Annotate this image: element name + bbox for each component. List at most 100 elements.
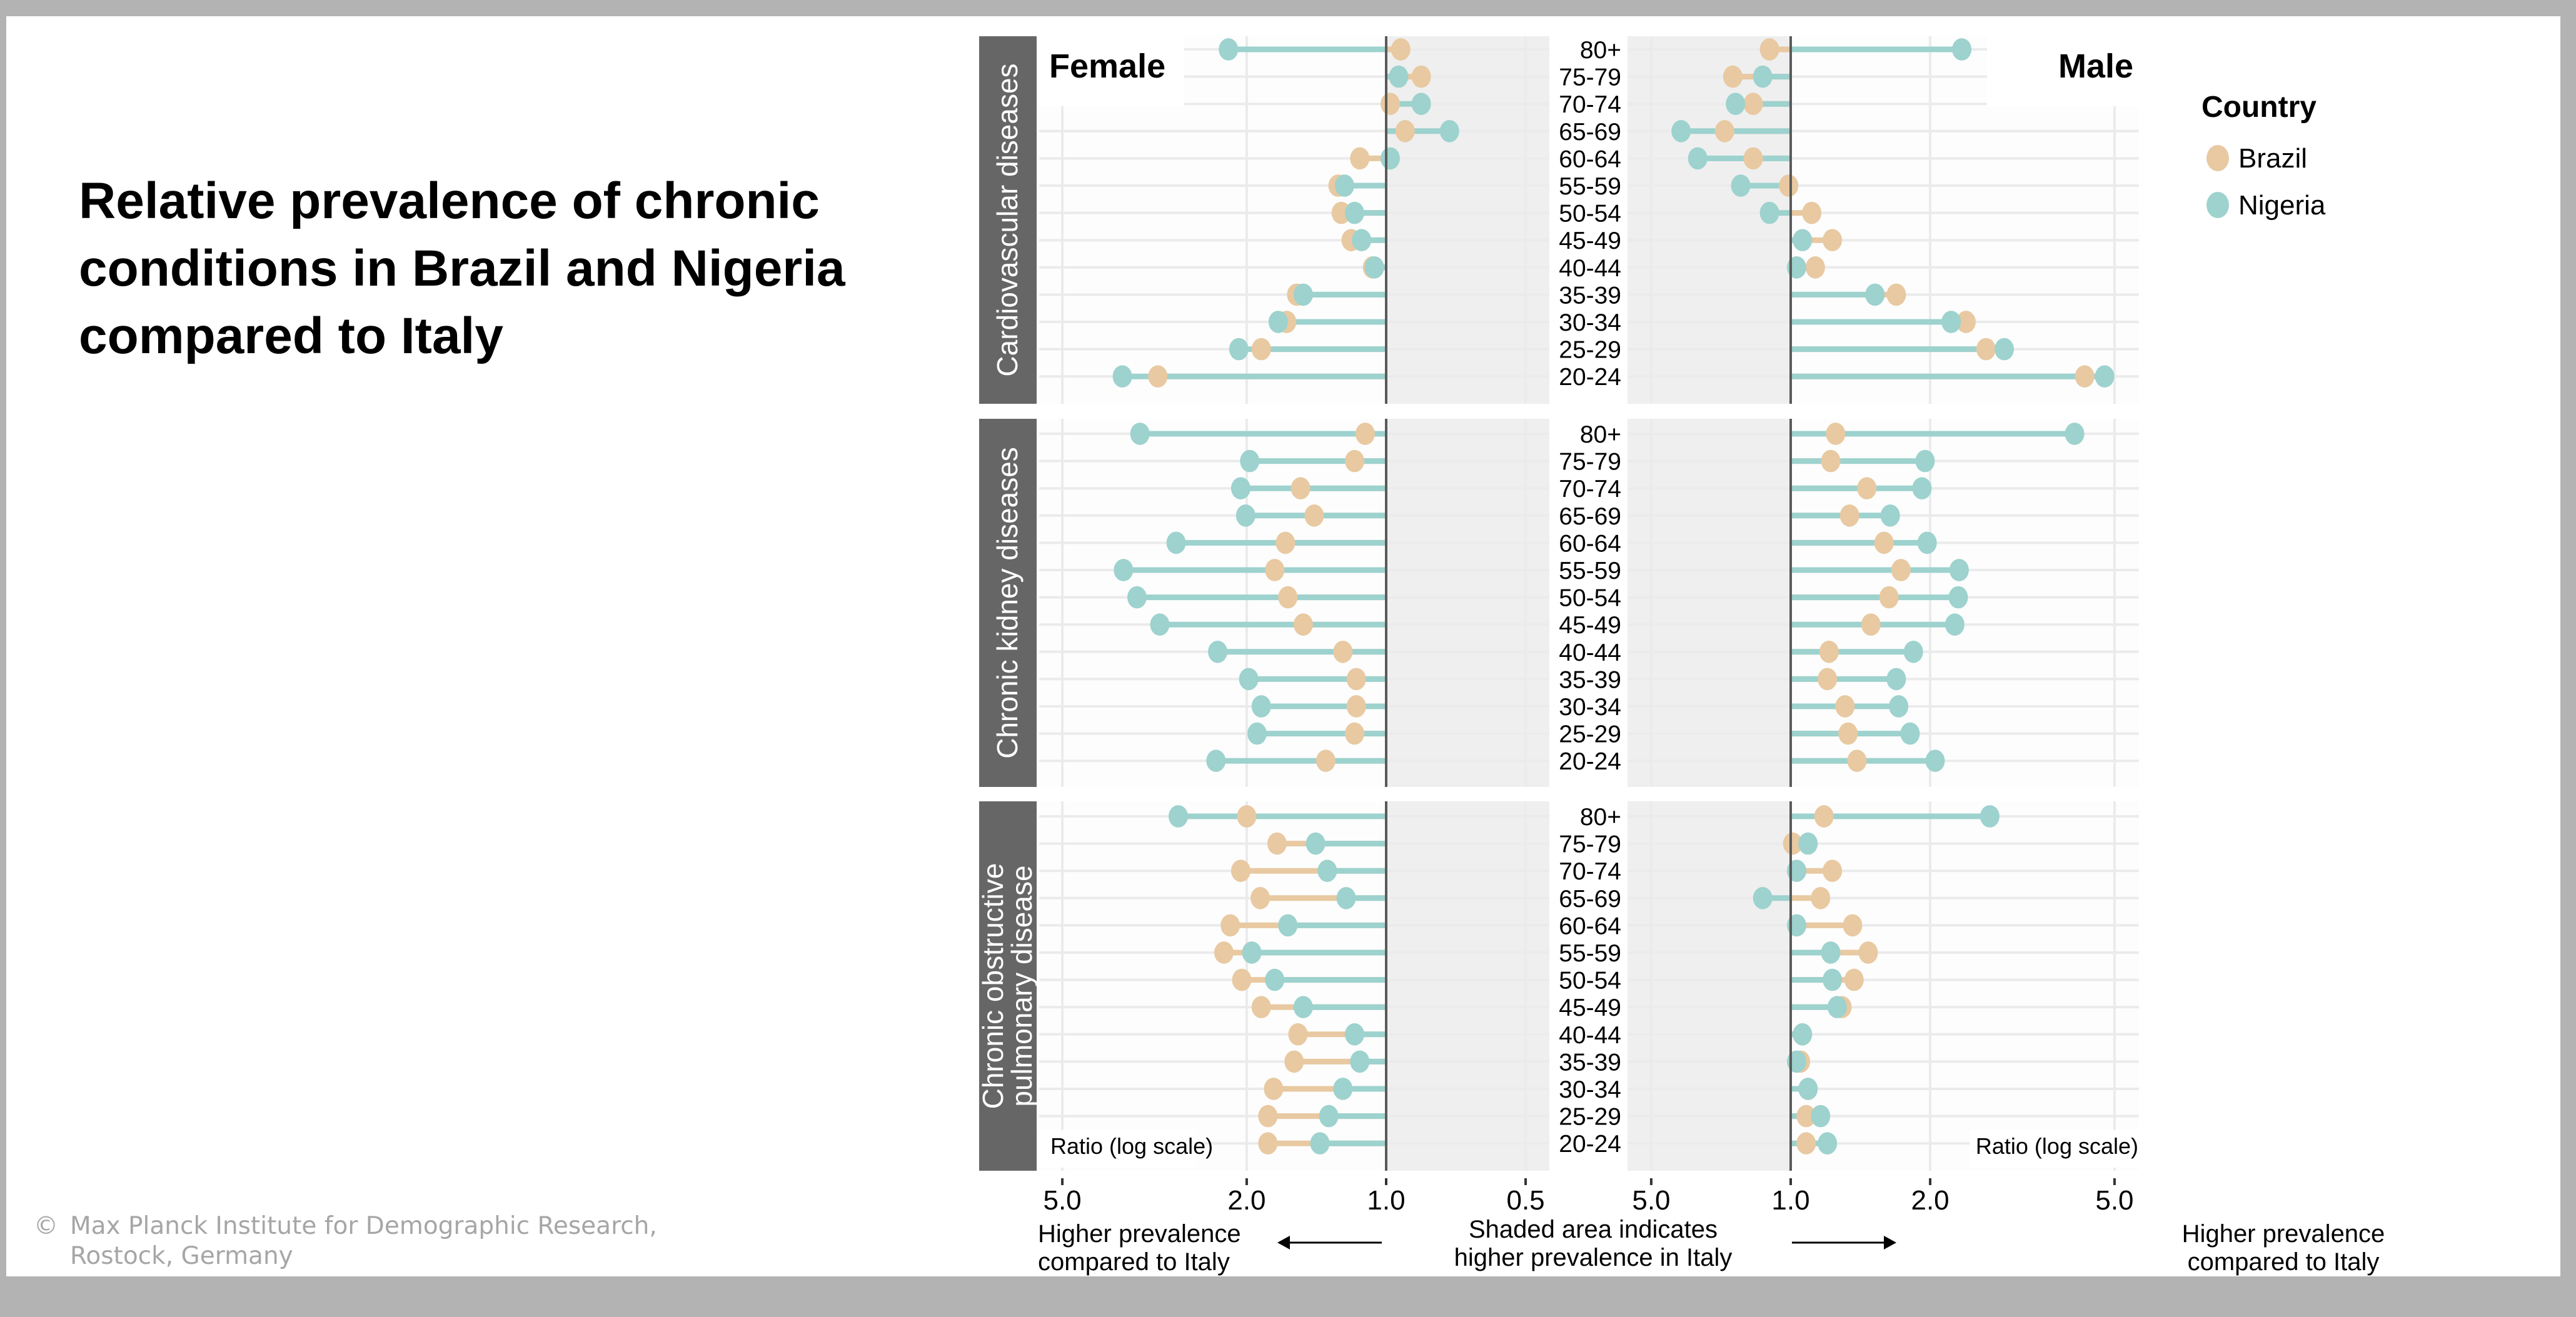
- copyright-credit: © Max Planck Institute for Demographic Re…: [34, 1211, 657, 1271]
- age-group-label: 50-54: [1559, 201, 1621, 228]
- chart-title: Relative prevalence of chronic condition…: [79, 168, 954, 370]
- credit-line: Rostock, Germany: [70, 1242, 293, 1270]
- female-panel-bg: [1039, 419, 1386, 787]
- age-group-label: 35-39: [1559, 666, 1621, 693]
- male-brazil-point: [1743, 93, 1763, 116]
- female-nigeria-point: [1278, 914, 1298, 937]
- female-nigeria-point: [1112, 365, 1132, 388]
- male-brazil-point: [1976, 338, 1996, 361]
- male-nigeria-point: [1726, 93, 1746, 116]
- male-brazil-point: [1819, 640, 1839, 663]
- male-nigeria-point: [1880, 504, 1900, 527]
- male-nigeria-point: [1925, 749, 1945, 773]
- male-brazil-point: [1879, 586, 1899, 609]
- credit-line: Max Planck Institute for Demographic Res…: [70, 1212, 657, 1240]
- male-brazil-point: [1858, 941, 1878, 964]
- male-brazil-point: [2075, 365, 2095, 388]
- age-group-label: 60-64: [1559, 530, 1621, 557]
- male-nigeria-point: [1995, 338, 2015, 361]
- age-group-label: 45-49: [1559, 228, 1621, 254]
- female-nigeria-point: [1127, 586, 1147, 609]
- age-group-label: 30-34: [1559, 694, 1621, 721]
- facet-strip: [979, 36, 1037, 404]
- right-arrowhead-icon: [1884, 1236, 1896, 1249]
- female-nigeria-point: [1306, 832, 1326, 855]
- male-brazil-point: [1857, 477, 1877, 500]
- age-group-label: 55-59: [1559, 558, 1621, 584]
- female-brazil-point: [1293, 613, 1313, 636]
- female-xlabel: Ratio (log scale): [1050, 1133, 1213, 1159]
- female-brazil-point: [1258, 1104, 1278, 1128]
- male-tick-label: 5.0: [2095, 1185, 2133, 1216]
- male-nigeria-point: [1827, 996, 1847, 1019]
- female-brazil-point: [1214, 941, 1234, 964]
- female-brazil-point: [1350, 147, 1370, 170]
- age-group-label: 35-39: [1559, 282, 1621, 309]
- female-nigeria-point: [1206, 749, 1226, 773]
- female-nigeria-point: [1251, 695, 1271, 718]
- age-group-label: 55-59: [1559, 940, 1621, 967]
- female-nigeria-point: [1242, 941, 1262, 964]
- female-brazil-point: [1258, 1132, 1278, 1155]
- age-group-label: 30-34: [1559, 309, 1621, 336]
- female-brazil-point: [1344, 722, 1364, 745]
- center-note: Shaded area indicates: [1469, 1216, 1718, 1243]
- female-brazil-point: [1346, 668, 1366, 691]
- female-brazil-point: [1288, 1023, 1308, 1046]
- facet-strip-label: pulmonary disease: [1005, 865, 1038, 1106]
- female-nigeria-point: [1239, 668, 1259, 691]
- female-brazil-point: [1220, 914, 1240, 937]
- age-group-label: 45-49: [1559, 994, 1621, 1021]
- facet-strip-label: Chronic kidney diseases: [991, 447, 1024, 759]
- female-nigeria-point: [1166, 531, 1186, 554]
- title-line: compared to Italy: [79, 308, 503, 364]
- male-brazil-point: [1805, 256, 1825, 279]
- male-nigeria-point: [1753, 886, 1773, 909]
- female-nigeria-point: [1344, 201, 1364, 224]
- female-nigeria-point: [1334, 174, 1354, 197]
- female-panel-title: Female: [1049, 48, 1165, 85]
- xlabel-bg-left: [1039, 1130, 1195, 1168]
- right-note: Higher prevalence: [2182, 1220, 2385, 1248]
- female-nigeria-point: [1247, 722, 1267, 745]
- male-brazil-point: [1821, 449, 1841, 473]
- age-group-label: 70-74: [1559, 91, 1621, 118]
- female-title-bg: [1039, 36, 1184, 106]
- female-brazil-point: [1265, 559, 1285, 581]
- male-nigeria-point: [1917, 531, 1937, 554]
- age-group-label: 75-79: [1559, 449, 1621, 476]
- male-shaded-area: [1628, 801, 1791, 1171]
- female-nigeria-point: [1344, 1023, 1364, 1046]
- male-nigeria-point: [1915, 449, 1935, 473]
- male-nigeria-point: [1903, 640, 1923, 663]
- female-nigeria-point: [1240, 449, 1260, 473]
- female-nigeria-point: [1235, 504, 1255, 527]
- female-brazil-point: [1381, 93, 1401, 116]
- male-panel-title: Male: [2058, 48, 2133, 85]
- male-brazil-point: [1814, 805, 1834, 828]
- age-group-label: 65-69: [1559, 886, 1621, 913]
- male-brazil-point: [1874, 531, 1894, 554]
- male-brazil-point: [1835, 695, 1855, 718]
- male-nigeria-point: [1753, 65, 1773, 88]
- female-nigeria-point: [1389, 65, 1409, 88]
- male-nigeria-point: [1952, 38, 1972, 61]
- female-brazil-point: [1275, 531, 1296, 554]
- male-brazil-point: [1823, 229, 1843, 252]
- male-brazil-point: [1802, 201, 1822, 224]
- female-tick-label: 5.0: [1043, 1185, 1081, 1216]
- male-brazil-point: [1861, 613, 1881, 636]
- male-tick-label: 1.0: [1771, 1185, 1809, 1216]
- female-brazil-point: [1251, 996, 1271, 1019]
- male-brazil-point: [1826, 423, 1846, 445]
- female-nigeria-point: [1439, 119, 1459, 143]
- age-group-label: 35-39: [1559, 1049, 1621, 1076]
- age-group-label: 45-49: [1559, 612, 1621, 639]
- age-group-label: 30-34: [1559, 1076, 1621, 1103]
- age-group-label: 75-79: [1559, 831, 1621, 858]
- left-note: compared to Italy: [1038, 1248, 1230, 1276]
- male-nigeria-point: [1821, 941, 1841, 964]
- facet-strip-label: Chronic obstructive: [977, 863, 1009, 1109]
- female-nigeria-point: [1364, 256, 1384, 279]
- age-group-label: 65-69: [1559, 503, 1621, 530]
